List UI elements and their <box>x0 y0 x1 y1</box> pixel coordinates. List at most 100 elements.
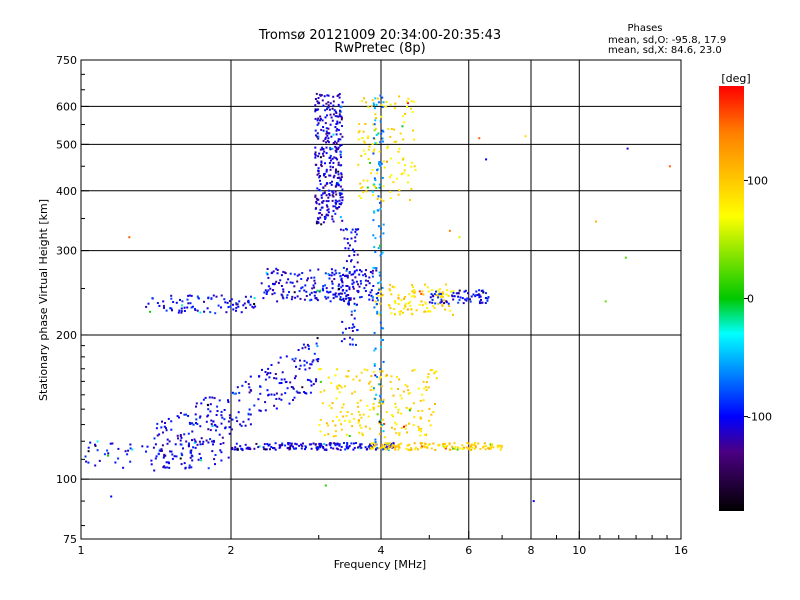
data-point <box>215 429 217 432</box>
data-point <box>213 397 216 400</box>
data-point <box>353 271 356 274</box>
data-point <box>348 435 351 437</box>
data-point <box>371 299 374 302</box>
data-point <box>302 343 305 346</box>
data-point <box>404 427 407 430</box>
data-point <box>189 302 192 305</box>
data-point <box>351 228 354 231</box>
data-point <box>370 385 373 388</box>
data-point <box>375 393 378 396</box>
data-point <box>129 447 132 450</box>
data-point <box>422 380 425 383</box>
data-point <box>456 448 459 451</box>
data-point <box>400 442 403 445</box>
data-point <box>231 391 234 394</box>
data-point <box>307 345 310 348</box>
data-point <box>152 446 155 449</box>
data-point <box>372 152 375 155</box>
data-point <box>280 285 283 287</box>
data-point <box>322 129 325 132</box>
data-point <box>334 126 337 129</box>
data-point <box>317 447 320 450</box>
data-point <box>373 183 376 186</box>
data-point <box>286 447 289 450</box>
data-point <box>340 340 343 343</box>
data-point <box>377 132 380 135</box>
data-point <box>189 450 192 453</box>
data-point <box>404 306 407 308</box>
data-point <box>377 299 379 302</box>
data-point <box>320 194 323 197</box>
data-point <box>336 442 339 445</box>
data-point <box>94 444 97 447</box>
data-point <box>322 126 325 128</box>
data-point <box>188 442 190 445</box>
data-point <box>300 443 302 446</box>
data-point <box>199 457 202 460</box>
data-point <box>227 399 229 402</box>
data-point <box>303 289 306 292</box>
data-point <box>380 227 382 230</box>
data-point <box>375 103 378 106</box>
data-point <box>321 201 324 204</box>
data-point <box>177 437 179 440</box>
data-point <box>489 445 492 448</box>
data-point <box>425 302 427 305</box>
data-point <box>470 448 473 451</box>
data-point <box>340 176 343 179</box>
colorbar-label: [deg] <box>721 72 750 85</box>
data-point <box>322 221 325 224</box>
data-point <box>408 422 411 425</box>
data-point <box>349 336 351 339</box>
data-point <box>288 291 290 294</box>
data-point <box>128 236 131 239</box>
data-point <box>394 302 397 305</box>
data-point <box>191 305 194 308</box>
data-point <box>475 290 478 293</box>
data-point <box>358 413 361 416</box>
data-point <box>327 127 330 130</box>
data-point <box>335 112 338 114</box>
data-point <box>216 410 219 412</box>
data-point <box>340 172 343 175</box>
data-point <box>257 398 260 401</box>
data-point <box>170 420 173 423</box>
data-point <box>329 168 332 171</box>
data-point <box>387 446 390 449</box>
data-point <box>345 414 348 417</box>
data-point <box>356 329 359 332</box>
data-point <box>668 165 671 168</box>
data-point <box>327 291 330 294</box>
data-point <box>189 423 192 425</box>
data-point <box>321 119 324 122</box>
data-point <box>407 302 410 305</box>
data-point <box>335 415 338 418</box>
data-point <box>379 244 381 247</box>
data-point <box>248 391 251 394</box>
data-point <box>196 295 199 298</box>
data-point <box>402 115 405 118</box>
data-point <box>96 449 99 452</box>
data-point <box>228 426 231 429</box>
data-point <box>357 419 360 422</box>
data-point <box>236 420 239 423</box>
data-point <box>338 113 341 116</box>
data-point <box>230 298 233 301</box>
data-point <box>154 443 157 446</box>
y-tick-label: 200 <box>56 329 77 342</box>
data-point <box>294 375 297 378</box>
data-point <box>369 444 372 447</box>
data-point <box>304 284 307 287</box>
data-point <box>231 448 234 451</box>
data-point <box>220 422 223 425</box>
data-point <box>337 170 340 173</box>
data-point <box>328 156 331 159</box>
data-point <box>332 192 335 195</box>
data-point <box>381 251 384 254</box>
data-point <box>220 294 223 297</box>
data-point <box>408 392 411 394</box>
data-point <box>198 440 201 443</box>
data-point <box>290 298 293 301</box>
data-point <box>484 302 487 304</box>
data-point <box>424 301 427 304</box>
